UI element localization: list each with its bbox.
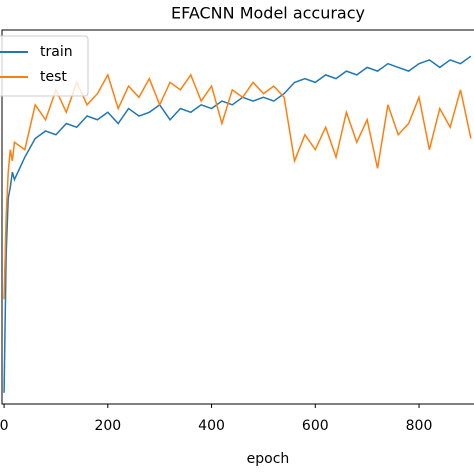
x-tick-label: 400 [198, 418, 225, 434]
legend-label: train [40, 44, 73, 60]
data-line [3, 72, 472, 300]
x-tick-label: 200 [94, 418, 121, 434]
plot-frame [1, 29, 474, 405]
x-axis-label: epoch [247, 451, 290, 467]
x-tick-label: 800 [406, 418, 433, 434]
x-tick-label: 600 [302, 418, 329, 434]
legend-label: test [40, 69, 67, 85]
chart-title: EFACNN Model accuracy [171, 4, 365, 23]
data-line [3, 55, 472, 393]
x-tick-label: 0 [0, 418, 9, 434]
